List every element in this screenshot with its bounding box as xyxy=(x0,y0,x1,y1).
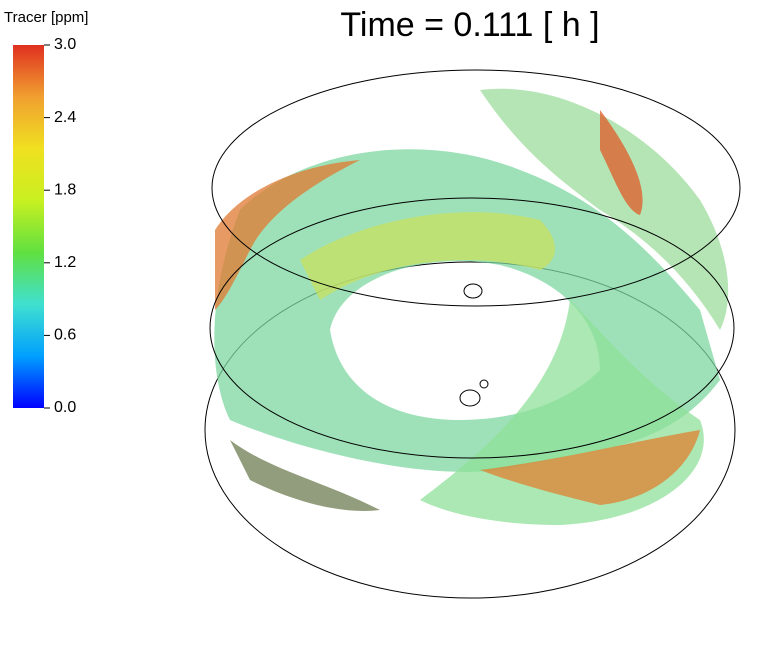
plume-upper xyxy=(480,88,729,330)
tank-bottom-rim xyxy=(204,261,736,599)
hot-band-top xyxy=(600,110,643,215)
outlet xyxy=(459,389,481,407)
yellow-band xyxy=(300,212,555,300)
hot-band-bottom xyxy=(480,430,700,505)
colorbar-label: Tracer [ppm] xyxy=(4,9,88,26)
colorbar-tick-label: 1.8 xyxy=(54,181,76,198)
outlet-small xyxy=(479,379,489,389)
colorbar-tick-label: 2.4 xyxy=(54,109,76,126)
hot-band-left xyxy=(215,160,360,310)
colorbar-tick-label: 0.6 xyxy=(54,327,76,344)
inlet xyxy=(463,283,483,299)
colorbar-tick-label: 1.2 xyxy=(54,254,76,271)
title: Time = 0.111 [ h ] xyxy=(340,6,599,44)
colorbar-tick-label: 3.0 xyxy=(54,36,76,53)
colorbar-tick-label: 0.0 xyxy=(54,399,76,416)
tank-render xyxy=(204,69,741,599)
dark-band xyxy=(230,440,380,511)
tank-middle-rim xyxy=(209,197,735,459)
colorbar xyxy=(13,45,44,408)
tank-top-rim xyxy=(211,69,741,307)
